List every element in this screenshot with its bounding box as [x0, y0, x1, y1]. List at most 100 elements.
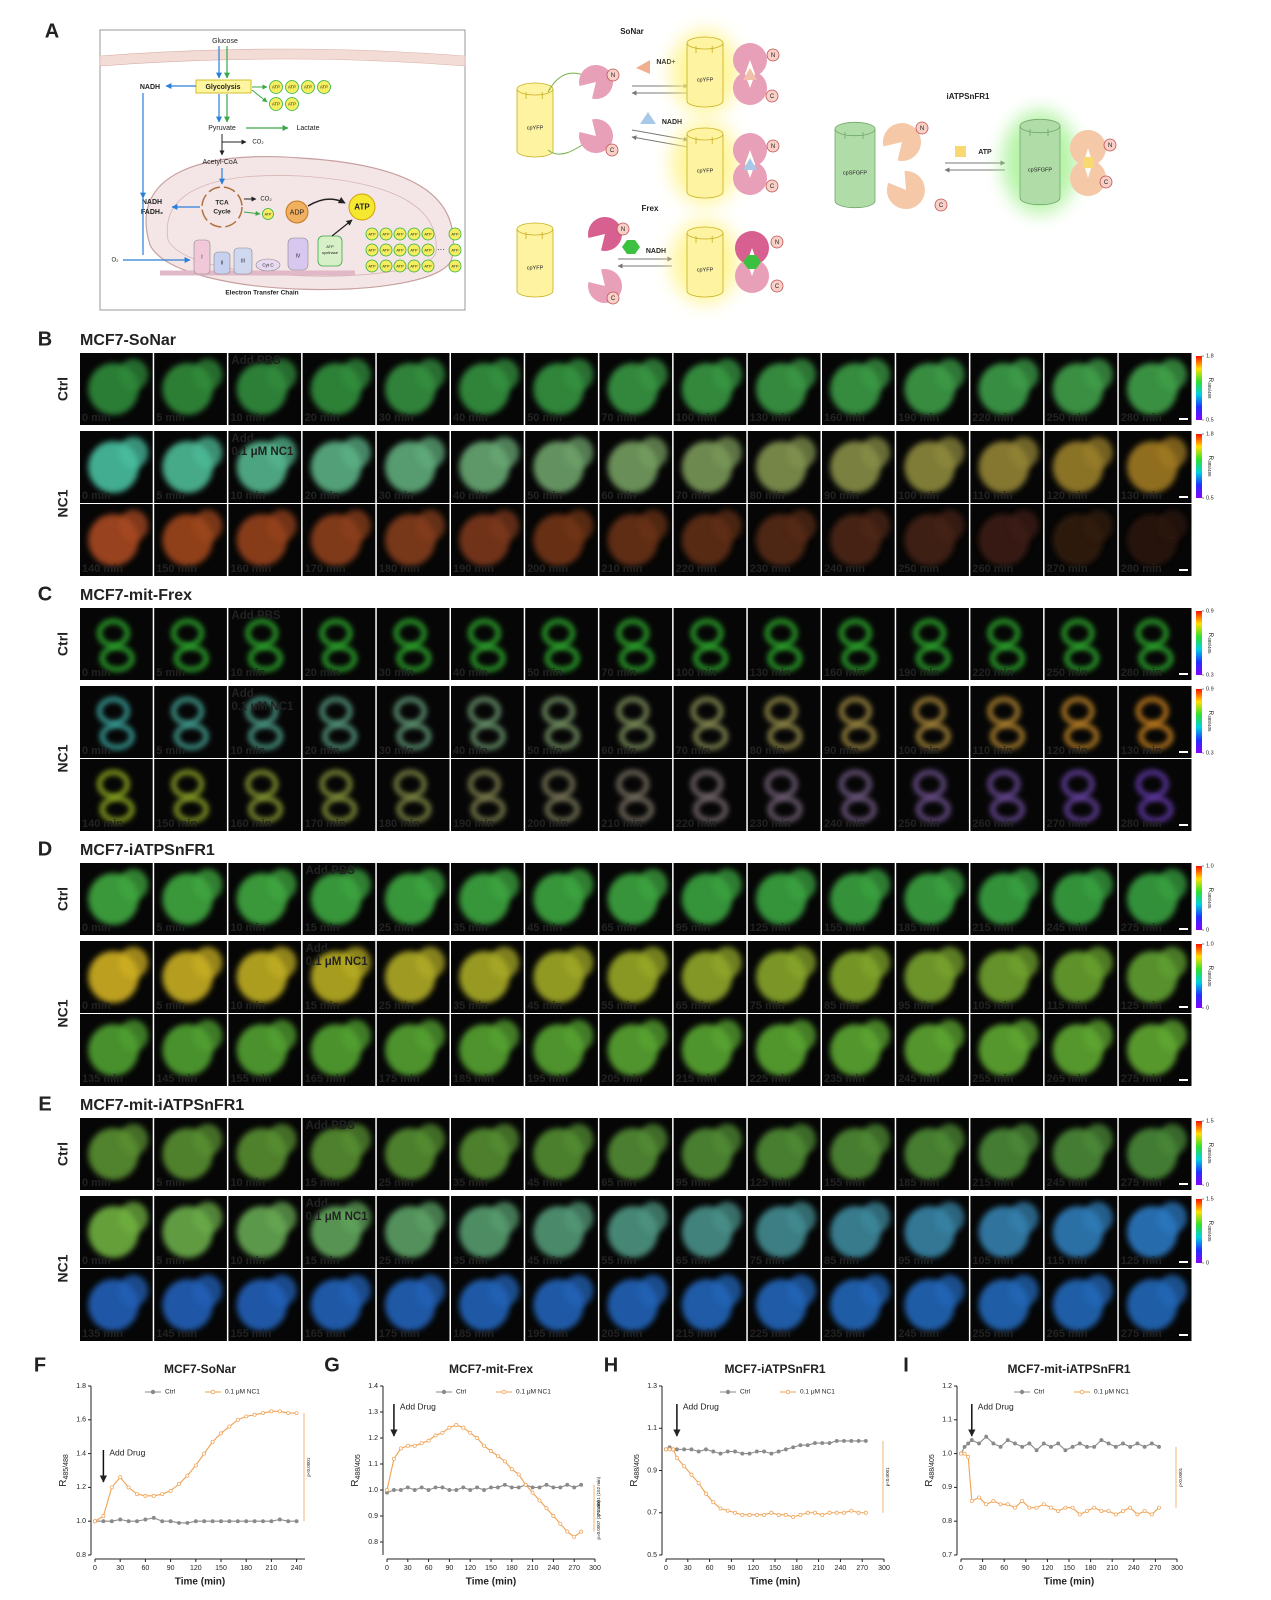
time-label: 10 min — [230, 1177, 265, 1189]
time-label: 255 min — [972, 1073, 1013, 1085]
colorbar-label-main: R — [1207, 966, 1214, 971]
row-label: NC1 — [55, 489, 71, 517]
data-point — [1121, 1509, 1125, 1514]
data-point — [440, 1430, 445, 1435]
cell-signal — [934, 358, 965, 391]
chart-title: MCF7-mit-iATPSnFR1 — [1007, 1362, 1130, 1376]
y-tick-label: 1.0 — [76, 1518, 86, 1525]
time-label: 225 min — [750, 1328, 791, 1340]
legend-marker — [441, 1389, 447, 1395]
cell-signal — [693, 796, 728, 823]
time-label: 80 min — [750, 490, 785, 502]
colorbar-label-main: R — [1207, 456, 1214, 461]
cell-signal — [489, 868, 520, 901]
data-point — [1049, 1444, 1053, 1449]
data-point — [398, 1488, 403, 1492]
data-point — [834, 1438, 839, 1443]
cell-signal — [266, 1201, 297, 1234]
data-point — [412, 1488, 417, 1492]
data-point — [740, 1451, 745, 1456]
data-point — [849, 1508, 854, 1513]
cell-signal — [545, 796, 580, 823]
label: IV — [296, 253, 301, 259]
colorbar-tick-label: 0.5 — [1206, 417, 1214, 423]
binding-domain — [588, 216, 623, 251]
data-point — [530, 1490, 535, 1495]
y-axis-label: R488/405 — [629, 1454, 641, 1487]
cell-signal — [192, 358, 223, 391]
row-label: Ctrl — [55, 887, 71, 911]
data-point — [984, 1434, 989, 1439]
time-label: 125 min — [750, 922, 791, 934]
panel-label: D — [38, 838, 52, 860]
terminus-label: N — [920, 126, 924, 132]
time-label: 0 min — [82, 1255, 111, 1267]
data-point — [495, 1485, 500, 1490]
cell-signal — [637, 436, 668, 469]
cell-signal — [118, 946, 149, 979]
terminus — [934, 198, 948, 212]
binding-domain — [886, 171, 925, 210]
time-label: 275 min — [1121, 1328, 1162, 1340]
label: NADH — [646, 248, 666, 255]
time-label: 160 min — [824, 412, 865, 424]
cell-signal — [786, 509, 817, 542]
cell-signal — [341, 509, 371, 542]
chart-title: MCF7-iATPSnFR1 — [724, 1362, 825, 1376]
fp-label: cpSFGFP — [1028, 167, 1052, 173]
panel-label: E — [38, 1093, 51, 1115]
colorbar-tick-label: 1.5 — [1206, 1196, 1214, 1202]
data-point — [391, 1488, 396, 1492]
cell-signal — [341, 946, 371, 979]
time-label: 245 min — [1047, 922, 1088, 934]
cell-signal — [860, 1123, 891, 1156]
data-point — [244, 1414, 249, 1419]
data-point — [762, 1449, 767, 1454]
data-point — [725, 1449, 730, 1454]
cell-signal — [712, 1019, 742, 1052]
fp-top — [686, 226, 724, 240]
x-tick-label: 30 — [404, 1565, 412, 1572]
atp-token — [269, 80, 283, 94]
cell-signal — [396, 645, 431, 672]
colorbar-label-sub: 488/405 — [1207, 715, 1212, 732]
cell-signal — [118, 1274, 149, 1307]
colorbar-label: R485/488 — [1207, 378, 1214, 399]
label: Glucose — [212, 38, 238, 45]
fp-top — [686, 36, 724, 50]
data-point — [689, 1447, 694, 1452]
cell-signal — [171, 619, 204, 648]
data-point — [544, 1506, 549, 1511]
cell-signal — [266, 1123, 297, 1156]
data-point — [813, 1510, 817, 1515]
data-point — [863, 1438, 868, 1443]
x-tick-label: 180 — [240, 1565, 252, 1572]
time-label: 220 min — [676, 818, 717, 830]
cell-signal — [1157, 868, 1188, 901]
cell-signal — [1157, 358, 1188, 391]
cell-signal — [913, 619, 946, 648]
x-tick-label: 240 — [835, 1565, 847, 1572]
atp-token-label: ATP — [382, 248, 390, 253]
cell-signal — [489, 946, 520, 979]
time-label: 10 min — [230, 667, 265, 679]
data-point — [269, 1409, 274, 1414]
panel-title: MCF7-iATPSnFR1 — [80, 842, 215, 859]
time-label: 60 min — [601, 490, 636, 502]
colorbar — [1196, 356, 1202, 420]
cell-signal — [765, 770, 798, 799]
data-point — [711, 1449, 716, 1454]
row-label: Ctrl — [55, 1142, 71, 1166]
time-label: 260 min — [972, 563, 1013, 575]
cell-signal — [1061, 770, 1094, 799]
panel-label: C — [38, 583, 52, 605]
data-point — [1077, 1512, 1082, 1517]
x-tick-label: 120 — [464, 1565, 476, 1572]
cell-signal — [266, 868, 297, 901]
data-point — [447, 1488, 452, 1492]
cell-signal — [118, 509, 149, 542]
colorbar — [1196, 434, 1202, 498]
cell-signal — [637, 868, 668, 901]
time-label: 190 min — [453, 818, 494, 830]
